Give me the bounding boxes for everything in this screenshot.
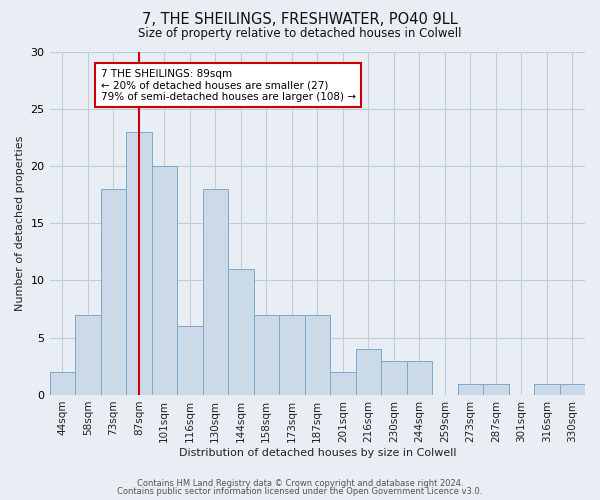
X-axis label: Distribution of detached houses by size in Colwell: Distribution of detached houses by size … (179, 448, 456, 458)
Bar (560, 384, 585, 395)
Bar (330, 372, 356, 395)
Bar (279, 315, 305, 395)
Text: 7, THE SHEILINGS, FRESHWATER, PO40 9LL: 7, THE SHEILINGS, FRESHWATER, PO40 9LL (142, 12, 458, 28)
Bar (534, 384, 560, 395)
Bar (381, 360, 407, 395)
Bar (407, 360, 432, 395)
Bar (50, 372, 75, 395)
Bar (203, 189, 228, 395)
Bar (356, 349, 381, 395)
Bar (152, 166, 177, 395)
Bar (75, 315, 101, 395)
Text: Contains public sector information licensed under the Open Government Licence v3: Contains public sector information licen… (118, 487, 482, 496)
Bar (305, 315, 330, 395)
Bar (254, 315, 279, 395)
Bar (101, 189, 126, 395)
Bar (483, 384, 509, 395)
Bar (126, 132, 152, 395)
Bar (458, 384, 483, 395)
Text: Contains HM Land Registry data © Crown copyright and database right 2024.: Contains HM Land Registry data © Crown c… (137, 478, 463, 488)
Y-axis label: Number of detached properties: Number of detached properties (15, 136, 25, 311)
Bar (228, 269, 254, 395)
Bar (177, 326, 203, 395)
Text: Size of property relative to detached houses in Colwell: Size of property relative to detached ho… (138, 28, 462, 40)
Text: 7 THE SHEILINGS: 89sqm
← 20% of detached houses are smaller (27)
79% of semi-det: 7 THE SHEILINGS: 89sqm ← 20% of detached… (101, 68, 356, 102)
